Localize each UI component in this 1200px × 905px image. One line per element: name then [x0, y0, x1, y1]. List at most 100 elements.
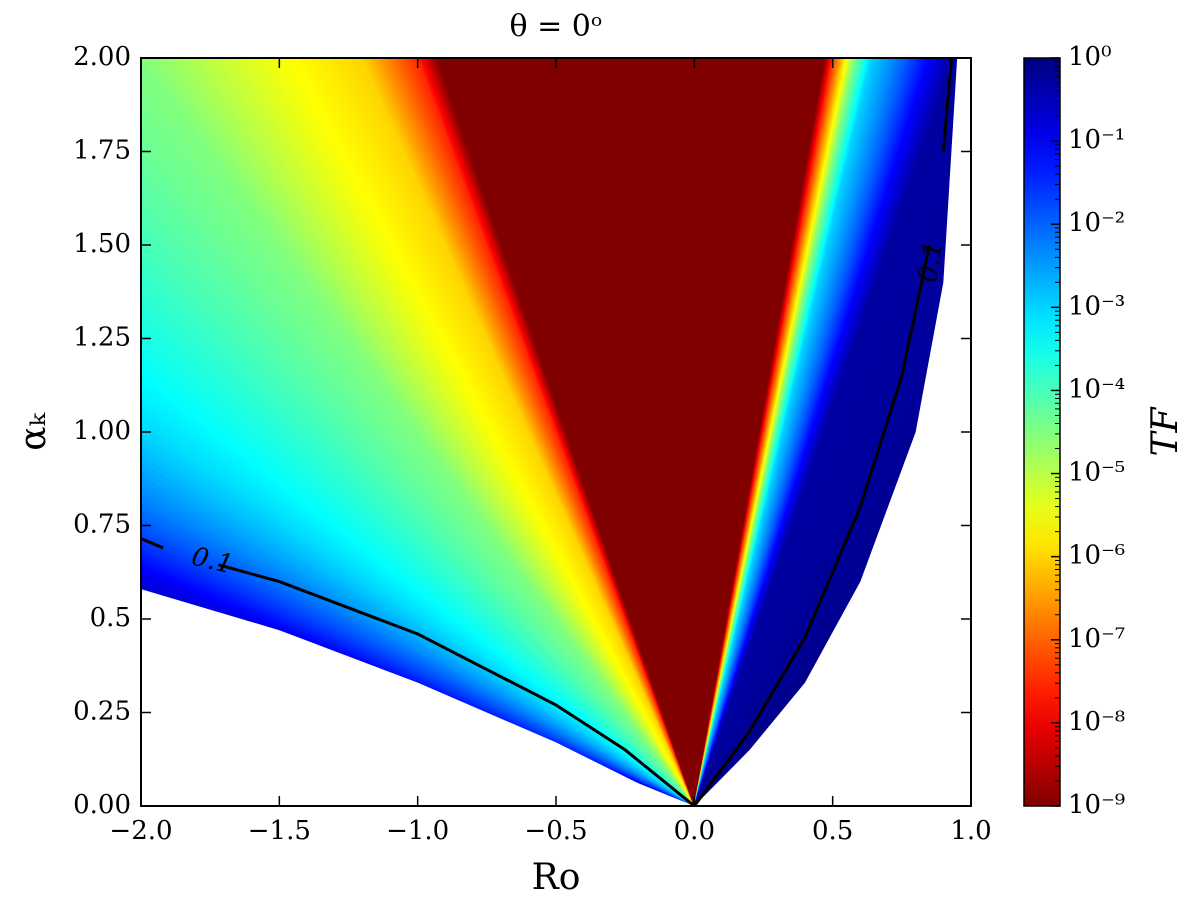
heatmap-cell [285, 58, 695, 806]
heatmap-cell [418, 58, 695, 806]
domain-mask [141, 589, 695, 806]
heatmap-cell [603, 58, 695, 806]
heatmap-cell [369, 58, 695, 806]
heatmap-cell [422, 58, 695, 806]
heatmap-cell [244, 58, 695, 806]
heatmap-cell [279, 58, 695, 806]
y-tick-label: 0.25 [73, 697, 131, 727]
heatmap-cell [273, 58, 695, 806]
colorbar-tick-label: 10⁻⁵ [1068, 458, 1125, 488]
heatmap-cell [693, 125, 971, 806]
heatmap-cell [254, 58, 695, 806]
heatmap-cell [263, 58, 695, 806]
heatmap-cell [427, 58, 695, 806]
x-axis-label: Ro [532, 857, 581, 898]
heatmap-cell [405, 58, 695, 806]
contour-label: 0.1 [913, 239, 948, 284]
x-tick-label: 0.5 [812, 816, 853, 846]
heatmap-cell [401, 58, 695, 806]
colorbar-tick-label: 10⁻⁴ [1068, 374, 1125, 404]
heatmap-cell [373, 58, 695, 806]
heatmap-cell [304, 58, 695, 806]
heatmap-cell [187, 58, 695, 806]
colorbar-tick-label: 10⁻⁶ [1068, 541, 1125, 571]
heatmap-cell [393, 58, 695, 806]
heatmap-cell [693, 212, 971, 806]
heatmap-cell [420, 58, 695, 806]
y-tick-label: 1.75 [73, 136, 131, 166]
heatmap-cell [149, 58, 695, 806]
chart-title: θ = 0ᵒ [510, 9, 603, 44]
heatmap-cell [397, 58, 695, 806]
colorbar-tick-label: 10⁻⁷ [1068, 624, 1125, 654]
heatmap-cell [421, 58, 695, 806]
domain-mask [694, 58, 971, 806]
heatmap-cell [575, 58, 695, 806]
y-tick-label: 0.75 [73, 510, 131, 540]
heatmap-cell [298, 58, 695, 806]
heatmap-cell [417, 58, 695, 806]
heatmap [141, 58, 971, 806]
heatmap-cell [197, 58, 695, 806]
heatmap-cell [225, 58, 695, 806]
heatmap-cell [425, 58, 695, 806]
heatmap-cell [381, 58, 695, 806]
heatmap-cell [630, 58, 695, 806]
heatmap-cell [694, 492, 971, 806]
heatmap-cell [323, 58, 695, 806]
x-tick-label: −2.0 [109, 816, 172, 846]
heatmap-cell [365, 58, 695, 806]
y-tick-label: 1.50 [73, 229, 131, 259]
heatmap-cell [693, 279, 971, 806]
heatmap-cell [361, 58, 695, 806]
heatmap-cell [317, 58, 695, 806]
y-tick-label: 0.00 [73, 790, 131, 820]
heatmap-cell [141, 58, 695, 806]
heatmap-cell [168, 58, 695, 806]
heatmap-cell [349, 58, 695, 806]
heatmap-cell [178, 58, 695, 806]
y-tick-label: 0.5 [90, 603, 131, 633]
heatmap-cell [216, 58, 695, 806]
colorbar-tick-label: 10⁻¹ [1068, 125, 1125, 155]
contour-line [141, 537, 696, 806]
heatmap-cell [658, 58, 695, 806]
heatmap-cell [311, 58, 695, 806]
colorbar [1023, 57, 1061, 807]
heatmap-cell [693, 377, 971, 806]
y-tick-label: 1.00 [73, 416, 131, 446]
x-tick-label: 0.0 [674, 816, 715, 846]
heatmap-cell [409, 58, 695, 806]
contour-line [693, 58, 954, 806]
heatmap-cell [159, 58, 695, 806]
heatmap-cell [385, 58, 695, 806]
heatmap-cell [342, 58, 695, 806]
colorbar-tick-label: 10⁻⁸ [1068, 707, 1125, 737]
colorbar-tick-label: 10⁰ [1068, 42, 1112, 72]
x-tick-label: −1.5 [248, 816, 311, 846]
heatmap-cell [693, 333, 971, 806]
heatmap-cell [336, 58, 695, 806]
y-axis-label: αₖ [13, 412, 54, 450]
heatmap-cell [292, 58, 695, 806]
heatmap-cell [686, 58, 715, 806]
colorbar-tick-label: 10⁻⁹ [1068, 790, 1125, 820]
heatmap-cell [206, 58, 695, 806]
heatmap-cell [235, 58, 695, 806]
x-tick-label: −1.0 [386, 816, 449, 846]
colorbar-tick-label: 10⁻³ [1068, 291, 1125, 321]
heatmap-cell [437, 58, 695, 806]
colorbar-tick-label: 10⁻² [1068, 208, 1125, 238]
heatmap-cell [355, 58, 695, 806]
heatmap-cell [492, 58, 695, 806]
heatmap-cell [330, 58, 695, 806]
x-tick-label: 1.0 [950, 816, 991, 846]
heatmap-cell [424, 58, 695, 806]
heatmap-cell [693, 58, 971, 806]
y-tick-label: 2.00 [73, 42, 131, 72]
heatmap-cell [413, 58, 695, 806]
heatmap-cell [389, 58, 695, 806]
colorbar-label: 𝑇F [1145, 405, 1186, 456]
heatmap-cell [464, 58, 695, 806]
